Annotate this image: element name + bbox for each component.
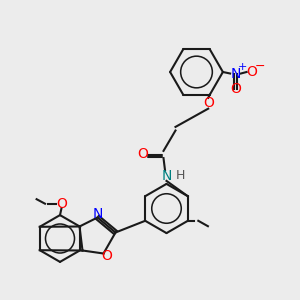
Text: O: O: [102, 250, 112, 263]
Text: O: O: [230, 82, 241, 96]
Text: N: N: [92, 207, 103, 221]
Text: O: O: [247, 65, 257, 79]
Text: O: O: [203, 96, 214, 110]
Text: O: O: [137, 148, 148, 161]
Text: N: N: [230, 67, 241, 80]
Text: +: +: [237, 62, 247, 72]
Text: −: −: [255, 60, 266, 73]
Text: H: H: [176, 169, 185, 182]
Text: O: O: [56, 197, 67, 211]
Text: N: N: [161, 169, 172, 182]
